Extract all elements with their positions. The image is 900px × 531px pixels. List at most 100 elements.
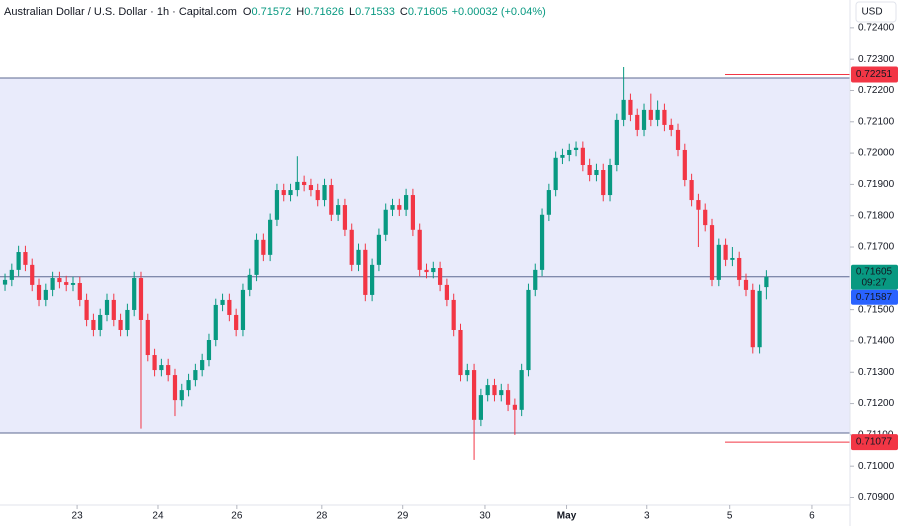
candle-body [662, 109, 667, 125]
candle-body [295, 181, 300, 191]
candle-body [512, 404, 517, 410]
candle-body [30, 264, 35, 285]
candle-body [533, 269, 538, 290]
candle-body [36, 284, 42, 300]
candle-body [675, 129, 681, 150]
candle-body [349, 229, 354, 265]
currency: USD [861, 7, 882, 18]
candle-body [716, 244, 721, 280]
candle-body [206, 340, 212, 361]
candle-body [669, 124, 674, 130]
candle-body [451, 299, 456, 330]
ohlc-value: 0.71605 [408, 6, 448, 18]
candle-body [553, 157, 558, 191]
symbol-title: Australian Dollar / U.S. Dollar · 1h · C… [4, 6, 237, 18]
candle-body [268, 219, 273, 255]
candle-body [16, 252, 21, 270]
candle-body [737, 257, 742, 280]
alert-label-box [851, 66, 898, 83]
candle-body [485, 385, 490, 396]
candle-body [64, 282, 69, 285]
candle-body [614, 119, 619, 165]
ohlc-key: L [349, 6, 355, 18]
candle-body [166, 365, 171, 376]
candle-body [703, 209, 708, 226]
candle-body [437, 267, 443, 285]
ohlc-key: C [400, 6, 408, 18]
candle-body [641, 109, 647, 130]
prev-close-label: 0.71587 [856, 292, 893, 303]
candle-body [200, 360, 205, 371]
candle-body [2, 279, 8, 285]
candle-body [431, 267, 436, 273]
candle-body [730, 257, 735, 260]
x-tick-label: 24 [152, 511, 164, 522]
change: +0.00032 (+0.04%) [452, 6, 546, 18]
candle-body [573, 147, 579, 150]
y-tick-label: 0.72400 [858, 23, 895, 34]
candle-body [342, 205, 348, 230]
candle-body [118, 319, 123, 330]
candle-body [125, 309, 130, 330]
alert-label: 0.72251 [856, 69, 893, 80]
candle-body [607, 164, 613, 196]
candle-body [302, 181, 307, 186]
ohlc-value: 0.71533 [355, 6, 395, 18]
candle-body [50, 278, 55, 290]
candle-body [560, 154, 565, 158]
currency-box [855, 1, 897, 23]
candle-body [757, 290, 762, 348]
x-tick-label: 26 [231, 511, 243, 522]
last-price-box [851, 264, 898, 290]
ohlc-value: 0.71626 [304, 6, 344, 18]
candle-body [172, 375, 178, 401]
candle-body [70, 283, 76, 285]
candle-body [635, 114, 640, 130]
candle-body [526, 289, 531, 371]
candle-body [499, 390, 504, 396]
range-box [0, 77, 850, 433]
candle-body [98, 314, 103, 330]
x-tick-label: 30 [479, 511, 491, 522]
candle-body [383, 209, 388, 235]
candle-body [424, 269, 429, 273]
header-text: Australian Dollar / U.S. Dollar · 1h · C… [4, 6, 546, 18]
y-tick-label: 0.71400 [858, 336, 895, 347]
candle-body [356, 249, 361, 265]
ohlc-key: H [296, 6, 304, 18]
x-tick-label: 29 [397, 511, 409, 522]
candle-body [315, 190, 320, 201]
candle-body [132, 278, 137, 310]
ohlc-value: 0.71572 [251, 6, 291, 18]
candle-body [23, 252, 28, 265]
y-tick-label: 0.71700 [858, 242, 895, 253]
candle-body [648, 109, 653, 120]
candle-body [261, 239, 266, 255]
candle-body [145, 319, 150, 356]
y-tick-label: 0.71500 [858, 304, 895, 315]
y-tick-label: 0.71200 [858, 398, 895, 409]
candle-body [247, 274, 252, 290]
x-tick-label: 6 [809, 511, 815, 522]
candle-body [621, 99, 626, 120]
y-tick-label: 0.71000 [858, 461, 895, 472]
y-tick-label: 0.71900 [858, 179, 895, 190]
header: Australian Dollar / U.S. Dollar · 1h · C… [4, 6, 546, 18]
candle-body [709, 225, 715, 280]
candle-body [546, 190, 551, 215]
candle-body [689, 180, 694, 201]
candle-body [587, 164, 592, 176]
plot-area [0, 66, 850, 460]
candle-body [743, 279, 749, 290]
y-tick-label: 0.72300 [858, 54, 895, 65]
candle-body [159, 365, 164, 371]
countdown: 09:27 [861, 277, 886, 288]
candle-body [308, 185, 314, 191]
candle-body [696, 200, 701, 210]
candle-body [227, 299, 232, 315]
candle-body [410, 195, 416, 230]
candle-body [91, 319, 96, 330]
y-tick-label: 0.72200 [858, 85, 895, 96]
candle-body [43, 289, 48, 300]
